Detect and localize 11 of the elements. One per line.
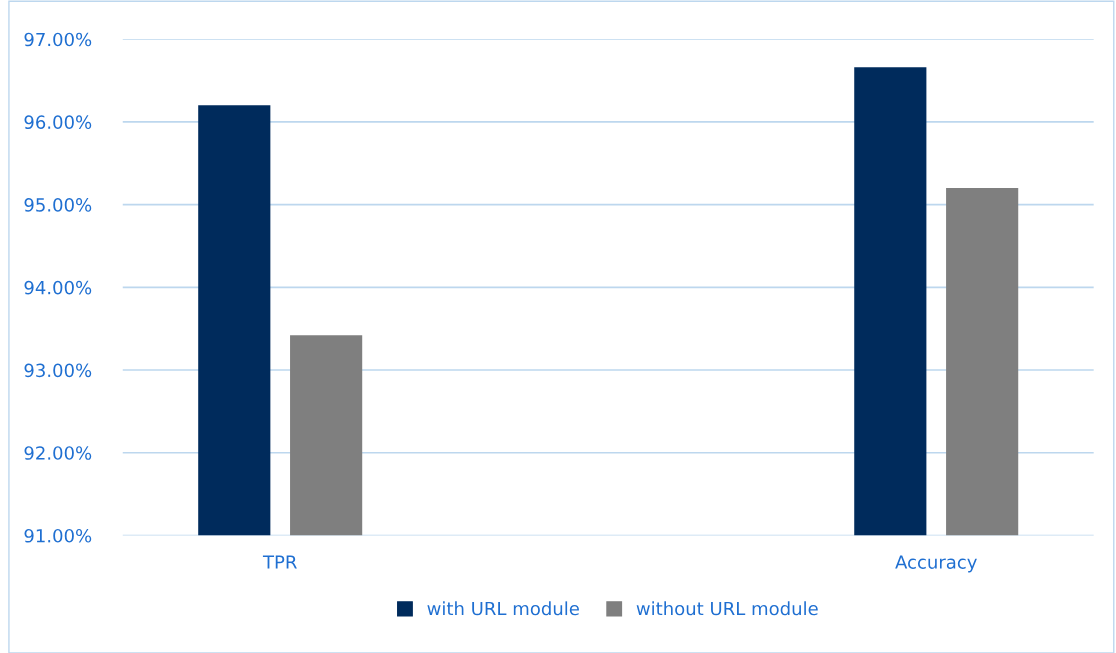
y-tick-label: 91.00%: [24, 528, 92, 543]
y-tick-label: 96.00%: [24, 115, 92, 130]
y-tick-label: 97.00%: [24, 32, 92, 47]
legend-label: with URL module: [427, 601, 579, 616]
x-tick-label: Accuracy: [895, 555, 977, 573]
y-tick-label: 95.00%: [24, 198, 92, 212]
x-tick-label: TPR: [262, 555, 297, 569]
y-tick-label: 93.00%: [24, 363, 92, 378]
y-tick-label: 94.00%: [24, 280, 92, 295]
y-tick-label: 92.00%: [24, 446, 92, 460]
legend-label: without URL module: [636, 601, 818, 616]
